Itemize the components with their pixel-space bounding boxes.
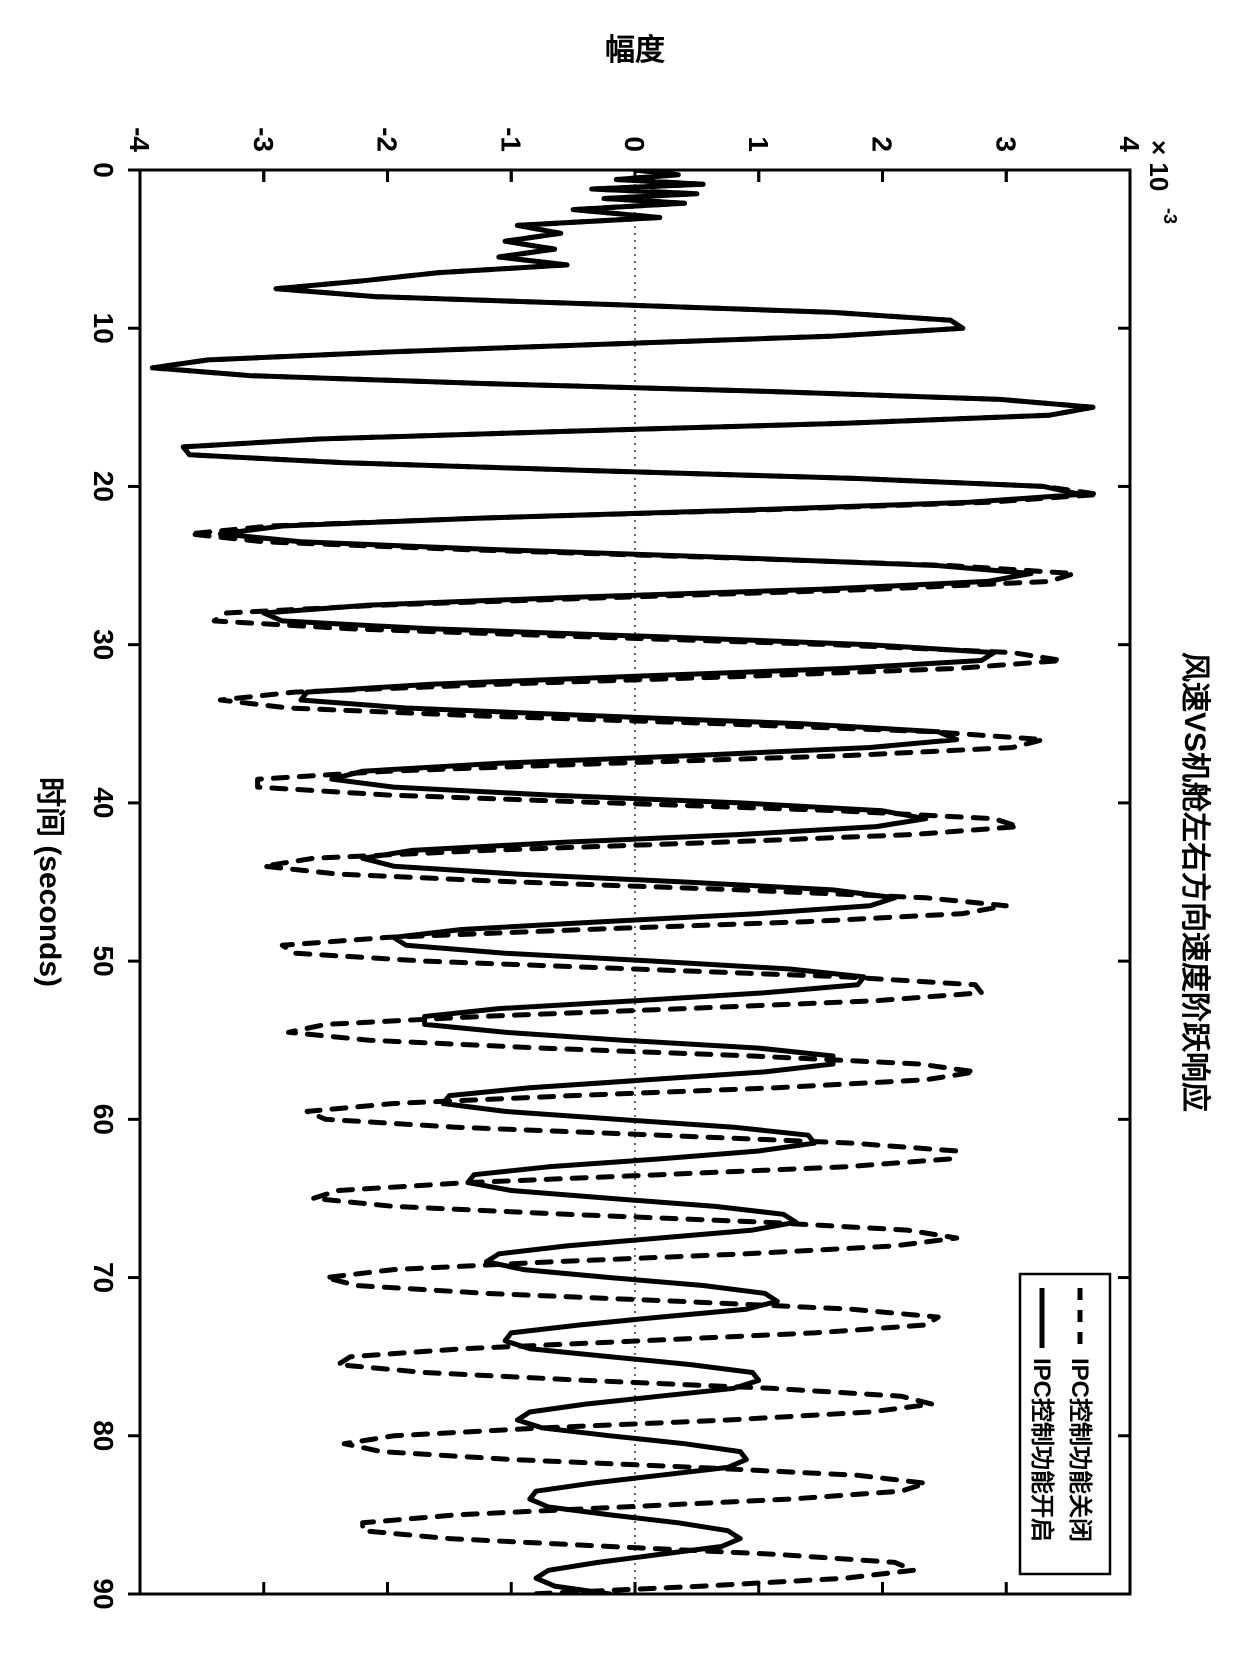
svg-text:10: 10 <box>88 313 119 344</box>
legend-label: IPC控制功能关闭 <box>1066 1358 1094 1542</box>
svg-text:2: 2 <box>867 136 898 152</box>
series-off <box>152 170 1099 1594</box>
svg-text:-2: -2 <box>372 127 403 152</box>
svg-text:-3: -3 <box>1160 208 1180 224</box>
svg-text:4: 4 <box>1114 136 1145 152</box>
svg-text:3: 3 <box>990 136 1021 152</box>
x-axis-label: 时间 (seconds) <box>33 777 66 987</box>
svg-text:20: 20 <box>88 471 119 502</box>
svg-text:80: 80 <box>88 1420 119 1451</box>
legend: IPC控制功能关闭 IPC控制功能开启 <box>1020 1274 1110 1574</box>
svg-text:40: 40 <box>88 787 119 818</box>
mask <box>0 1596 1240 1654</box>
svg-text:90: 90 <box>88 1578 119 1609</box>
svg-text:1: 1 <box>743 136 774 152</box>
svg-text:-1: -1 <box>495 127 526 152</box>
svg-text:-3: -3 <box>248 127 279 152</box>
page: 0 10 20 30 40 50 60 70 80 90 -4 -3 -2 -1 0 1 2 3 4 时间 (seco… <box>0 0 1240 1654</box>
rotated-canvas: 0 10 20 30 40 50 60 70 80 90 -4 -3 -2 -1 0 1 2 3 4 时间 (seco… <box>0 0 1240 1654</box>
chart-title: 风速VS机舱左右方向速度阶跃响应 <box>1178 652 1212 1112</box>
mask <box>0 0 139 1654</box>
legend-label: IPC控制功能开启 <box>1028 1358 1056 1542</box>
step-response-chart: 0 10 20 30 40 50 60 70 80 90 -4 -3 -2 -1 0 1 2 3 4 时间 (seco… <box>0 0 1240 1654</box>
y-axis-label: 幅度 <box>605 34 665 67</box>
svg-text:0: 0 <box>619 136 650 152</box>
svg-text:30: 30 <box>88 629 119 660</box>
svg-text:-4: -4 <box>124 127 155 152</box>
svg-text:70: 70 <box>88 1262 119 1293</box>
svg-text:0: 0 <box>88 162 119 178</box>
svg-text:× 10: × 10 <box>1144 140 1174 191</box>
svg-text:50: 50 <box>88 946 119 977</box>
svg-text:60: 60 <box>88 1104 119 1135</box>
